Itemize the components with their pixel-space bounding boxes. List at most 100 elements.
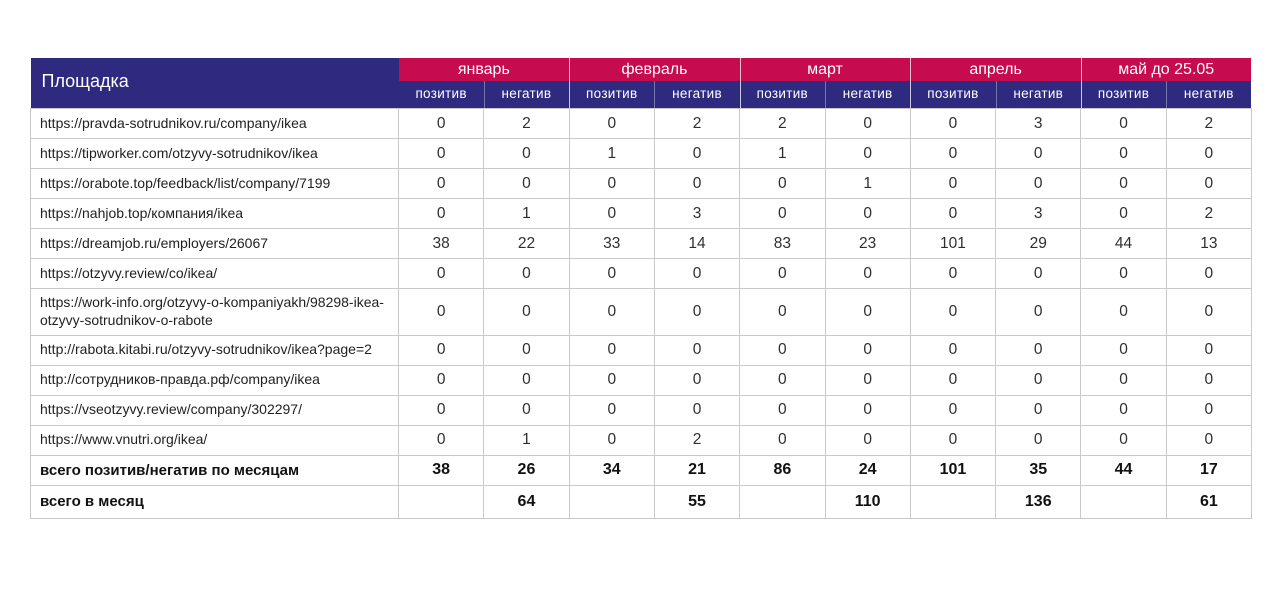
negative-value-cell: 13 bbox=[1165, 228, 1252, 259]
platform-row: https://otzyvy.review/co/ikea/0 0 0 0 0 0 0 0 0 0 bbox=[30, 258, 1252, 289]
negative-value-cell: 29 bbox=[995, 228, 1082, 259]
positive-value-cell: 0 bbox=[909, 138, 997, 169]
positive-value-cell: 0 bbox=[568, 288, 655, 336]
monthly-totals-row: всего в месяц 64 55 110 136 61 bbox=[30, 485, 1252, 519]
negative-value-cell: 2 bbox=[1165, 108, 1252, 139]
positive-value-cell: 0 bbox=[909, 424, 997, 456]
positive-value-cell: 0 bbox=[1080, 364, 1167, 396]
positive-value-cell: 101 bbox=[909, 228, 997, 259]
negative-value-cell: 22 bbox=[483, 228, 570, 259]
negative-value-cell: 0 bbox=[995, 168, 1082, 199]
negative-value-cell: 0 bbox=[653, 258, 741, 289]
negative-value-cell: 0 bbox=[653, 394, 741, 426]
negative-value-cell: 0 bbox=[995, 424, 1082, 456]
totals-label: всего позитив/негатив по месяцам bbox=[30, 454, 399, 487]
positive-value-cell: 0 bbox=[739, 334, 826, 366]
platform-row: http://rabota.kitabi.ru/otzyvy-sotrudnik… bbox=[30, 334, 1252, 366]
positive-value-cell: 86 bbox=[739, 454, 826, 487]
positive-value-cell: 0 bbox=[1080, 424, 1167, 456]
negative-value-cell: 23 bbox=[824, 228, 911, 259]
platform-url: http://rabota.kitabi.ru/otzyvy-sotrudnik… bbox=[30, 334, 399, 366]
positive-value-cell: 38 bbox=[397, 228, 485, 259]
negative-value-cell: 0 bbox=[653, 334, 741, 366]
negative-value-cell: 0 bbox=[824, 424, 911, 456]
negative-value-cell: 0 bbox=[824, 394, 911, 426]
positive-value-cell: 0 bbox=[397, 258, 485, 289]
negative-value-cell: 0 bbox=[1165, 334, 1252, 366]
positive-value-cell: 0 bbox=[1080, 258, 1167, 289]
positive-value-cell: 1 bbox=[739, 138, 826, 169]
positive-value-cell: 0 bbox=[397, 288, 485, 336]
negative-value-cell: 0 bbox=[653, 288, 741, 336]
negative-value-cell: 0 bbox=[1165, 288, 1252, 336]
platform-row: https://orabote.top/feedback/list/compan… bbox=[30, 168, 1252, 199]
positive-value-cell: 0 bbox=[397, 198, 485, 229]
positive-value-cell: 0 bbox=[739, 258, 826, 289]
positive-value-cell: 101 bbox=[909, 454, 997, 487]
monthly-totals-label: всего в месяц bbox=[30, 485, 399, 519]
month-header-2: февраль bbox=[569, 58, 740, 81]
positive-value-cell: 0 bbox=[909, 364, 997, 396]
month-header-row: Площадка январь февраль март апрель май до 2… bbox=[30, 58, 1252, 109]
positive-value-cell: 0 bbox=[397, 334, 485, 366]
positive-value-cell: 0 bbox=[1080, 334, 1167, 366]
negative-value-cell: 64 bbox=[483, 485, 570, 519]
positive-value-cell: 0 bbox=[568, 424, 655, 456]
negative-value-cell: 0 bbox=[824, 108, 911, 139]
negative-value-cell: 24 bbox=[824, 454, 911, 487]
positive-value-cell: 0 bbox=[568, 168, 655, 199]
negative-value-cell: 1 bbox=[824, 168, 911, 199]
negative-value-cell: 0 bbox=[1165, 138, 1252, 169]
positive-value-cell: 0 bbox=[568, 364, 655, 396]
positive-value-cell: 0 bbox=[739, 364, 826, 396]
platform-row: https://nahjob.top/компания/ikea 0 1 0 3 0 0 0 3… bbox=[30, 198, 1252, 229]
positive-value-cell: 44 bbox=[1080, 454, 1167, 487]
month-header-5: май до 25.05 bbox=[1080, 58, 1252, 81]
negative-value-cell: 3 bbox=[995, 108, 1082, 139]
negative-value-cell: 0 bbox=[653, 138, 741, 169]
negative-value-cell: 0 bbox=[1165, 168, 1252, 199]
negative-value-cell: 1 bbox=[483, 424, 570, 456]
positive-value-cell: 0 bbox=[909, 168, 997, 199]
platform-url: https://orabote.top/feedback/list/compan… bbox=[30, 168, 399, 199]
reviews-table: Площадка январь февраль март апрель май до 2… bbox=[30, 58, 1252, 519]
page: Площадка январь февраль март апрель май до 2… bbox=[30, 58, 1252, 519]
negative-value-cell: 0 bbox=[653, 364, 741, 396]
platform-row: http://сотрудников-правда.рф/company/ike… bbox=[30, 364, 1252, 396]
negative-value-cell: 1 bbox=[483, 198, 570, 229]
negative-value-cell: 0 bbox=[1165, 258, 1252, 289]
positive-value-cell: 83 bbox=[739, 228, 826, 259]
negative-value-cell: 0 bbox=[483, 258, 570, 289]
negative-value-cell: 136 bbox=[995, 485, 1082, 519]
subheader-negative-5: негатив bbox=[1166, 81, 1252, 109]
negative-value-cell: 0 bbox=[824, 198, 911, 229]
positive-value-cell: 0 bbox=[397, 424, 485, 456]
platform-url: https://nahjob.top/компания/ikea bbox=[30, 198, 399, 229]
positive-value-cell: 0 bbox=[739, 198, 826, 229]
positive-value-cell: 0 bbox=[909, 198, 997, 229]
subheader-positive-5: позитив bbox=[1080, 81, 1167, 109]
positive-value-cell: 0 bbox=[568, 334, 655, 366]
positive-value-cell: 0 bbox=[1080, 138, 1167, 169]
subheader-negative-3: негатив bbox=[825, 81, 911, 109]
positive-value-cell bbox=[568, 485, 655, 519]
platform-row: https://www.vnutri.org/ikea/0 1 0 2 0 0 0 0 0 0 bbox=[30, 424, 1252, 456]
positive-value-cell: 34 bbox=[568, 454, 655, 487]
positive-value-cell: 44 bbox=[1080, 228, 1167, 259]
negative-value-cell: 0 bbox=[1165, 394, 1252, 426]
subheader-negative-2: негатив bbox=[654, 81, 740, 109]
platform-row: https://tipworker.com/otzyvy-sotrudnikov… bbox=[30, 138, 1252, 169]
positive-value-cell: 0 bbox=[1080, 288, 1167, 336]
negative-value-cell: 0 bbox=[824, 288, 911, 336]
platform-row: https://pravda-sotrudnikov.ru/company/ik… bbox=[30, 108, 1252, 139]
platform-column-header: Площадка bbox=[30, 58, 399, 109]
negative-value-cell: 0 bbox=[824, 138, 911, 169]
positive-value-cell: 0 bbox=[1080, 394, 1167, 426]
positive-value-cell bbox=[1080, 485, 1167, 519]
month-header-3: март bbox=[739, 58, 911, 81]
negative-value-cell: 0 bbox=[653, 168, 741, 199]
negative-value-cell: 0 bbox=[1165, 364, 1252, 396]
negative-value-cell: 0 bbox=[995, 138, 1082, 169]
subheader-positive-1: позитив bbox=[398, 81, 484, 109]
positive-value-cell: 0 bbox=[1080, 168, 1167, 199]
